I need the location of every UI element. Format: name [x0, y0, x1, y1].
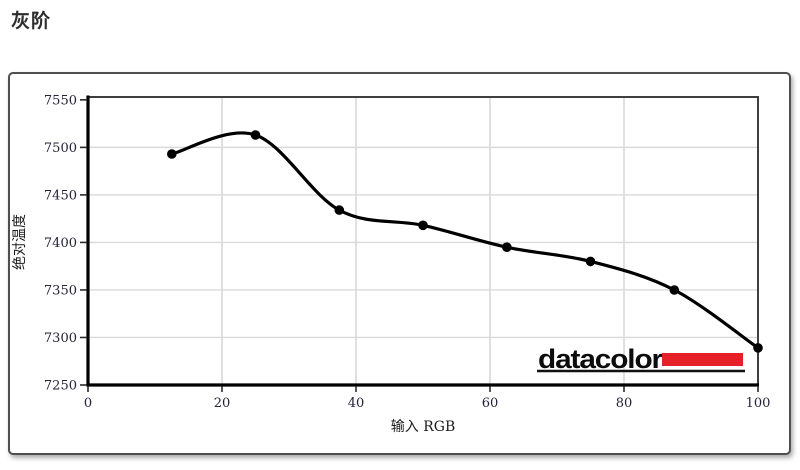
x-tick-label: 20 — [214, 396, 231, 411]
data-point-marker — [250, 130, 261, 140]
y-tick-label: 7300 — [44, 331, 77, 346]
y-tick-label: 7450 — [44, 188, 77, 203]
data-point-marker — [669, 285, 680, 295]
data-point-marker — [167, 149, 177, 159]
chart-chrome: 0 20 40 60 80 100 7250 7300 7350 7400 7450 7500 7550 — [44, 93, 771, 411]
grayscale-temperature-line-chart: 0 20 40 60 80 100 7250 7300 7350 7400 7450 7500 7550… — [12, 93, 771, 435]
datacolor-logo: datacolor — [537, 344, 745, 374]
x-tick-label: 0 — [84, 396, 92, 411]
y-tick-label: 7250 — [44, 379, 77, 394]
data-point-marker — [502, 242, 512, 252]
chart-panel: 0 20 40 60 80 100 7250 7300 7350 7400 7450 7500 7550… — [8, 72, 791, 455]
x-axis-label: 输入 RGB — [391, 419, 455, 435]
data-point-marker — [585, 256, 596, 267]
page-title: 灰阶 — [11, 11, 52, 32]
x-tick-label: 60 — [482, 396, 499, 411]
y-tick-label: 7500 — [44, 141, 77, 156]
data-point-marker — [753, 343, 763, 353]
x-tick-label: 80 — [616, 396, 633, 411]
y-tick-label: 7400 — [44, 236, 77, 251]
x-tick-label: 40 — [348, 396, 365, 411]
data-point-marker — [418, 220, 428, 231]
y-tick-label: 7550 — [44, 93, 77, 108]
temperature-curve — [170, 131, 760, 350]
chart-series — [167, 130, 763, 353]
datacolor-logo-red-bar — [662, 353, 743, 366]
data-point-marker — [334, 205, 345, 215]
datacolor-logo-text: datacolor — [538, 344, 664, 374]
x-tick-label: 100 — [746, 396, 771, 411]
y-axis-label: 绝对温度 — [12, 214, 28, 270]
y-tick-label: 7350 — [44, 283, 77, 298]
